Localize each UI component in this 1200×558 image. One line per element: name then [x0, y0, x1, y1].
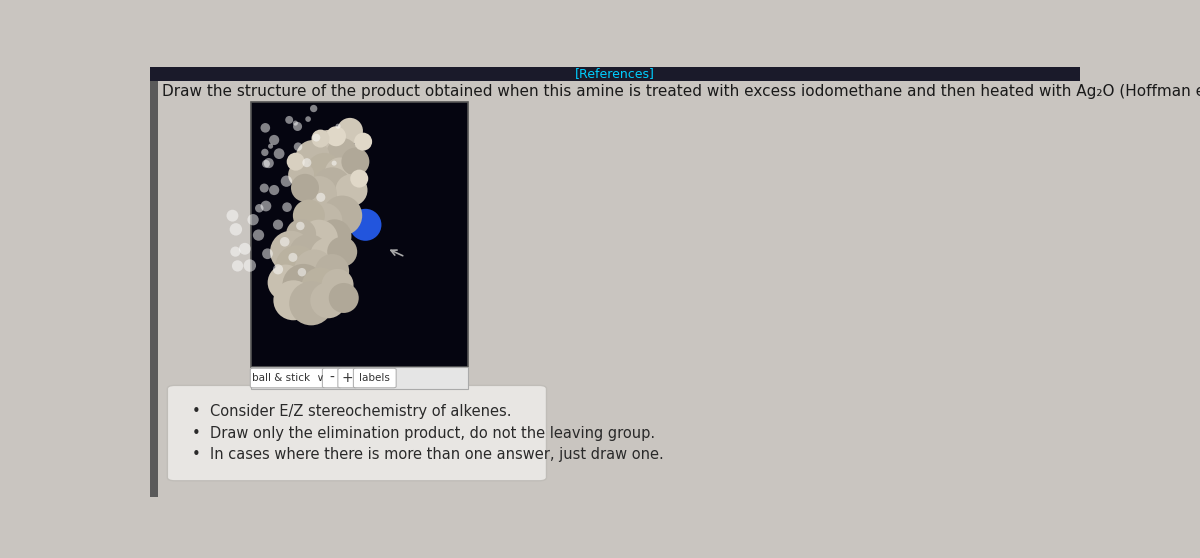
Point — [329, 122, 348, 131]
Text: •  Consider E/Z stereochemistry of alkenes.: • Consider E/Z stereochemistry of alkene… — [192, 404, 511, 419]
Point — [323, 267, 342, 276]
Point — [264, 186, 283, 195]
Point — [326, 132, 346, 141]
Point — [235, 244, 254, 253]
Point — [227, 225, 246, 234]
Point — [295, 184, 314, 193]
Point — [290, 222, 310, 230]
Point — [323, 182, 342, 191]
Point — [269, 220, 288, 229]
Point — [276, 278, 295, 287]
Point — [356, 220, 376, 229]
Text: -: - — [330, 371, 335, 385]
Text: •  Draw only the elimination product, do not the leaving group.: • Draw only the elimination product, do … — [192, 426, 655, 441]
FancyBboxPatch shape — [251, 102, 468, 367]
FancyBboxPatch shape — [353, 368, 396, 388]
Text: +: + — [342, 371, 354, 385]
FancyBboxPatch shape — [323, 368, 342, 388]
Point — [301, 299, 320, 308]
Point — [298, 158, 317, 167]
Point — [334, 294, 353, 302]
Point — [259, 158, 278, 167]
Point — [258, 249, 277, 258]
Point — [310, 190, 329, 199]
Point — [311, 282, 330, 291]
Point — [304, 152, 323, 161]
Point — [346, 157, 365, 166]
Point — [286, 157, 305, 166]
Point — [325, 232, 344, 241]
FancyBboxPatch shape — [251, 368, 325, 388]
Point — [341, 127, 360, 136]
FancyBboxPatch shape — [150, 67, 1080, 81]
Text: labels: labels — [359, 373, 390, 383]
Point — [228, 262, 247, 271]
Point — [292, 229, 311, 238]
Point — [260, 142, 280, 151]
Point — [292, 170, 311, 179]
Point — [314, 217, 334, 225]
FancyBboxPatch shape — [167, 386, 546, 481]
Point — [328, 281, 347, 290]
Point — [264, 136, 283, 145]
Point — [319, 251, 338, 260]
Point — [256, 148, 275, 157]
Point — [307, 133, 326, 142]
Point — [305, 265, 324, 274]
Point — [349, 174, 368, 183]
Point — [244, 215, 263, 224]
Point — [332, 211, 352, 220]
Point — [299, 211, 318, 220]
FancyBboxPatch shape — [338, 368, 358, 388]
Point — [248, 230, 268, 239]
Point — [254, 184, 274, 193]
Point — [269, 265, 288, 274]
Point — [275, 237, 294, 246]
Point — [294, 281, 313, 290]
Text: [References]: [References] — [575, 68, 655, 80]
Point — [283, 296, 302, 305]
Point — [257, 201, 276, 210]
Point — [288, 263, 307, 272]
Point — [332, 247, 352, 256]
Point — [293, 268, 312, 277]
Point — [282, 247, 301, 256]
Text: ball & stick  ∨: ball & stick ∨ — [252, 373, 324, 383]
Point — [256, 123, 275, 132]
Point — [314, 166, 334, 175]
Point — [299, 114, 318, 123]
Point — [288, 122, 307, 131]
Point — [277, 203, 296, 211]
Point — [226, 247, 245, 256]
Point — [310, 234, 329, 243]
Point — [286, 119, 305, 128]
Point — [342, 186, 361, 195]
Text: Draw the structure of the product obtained when this amine is treated with exces: Draw the structure of the product obtain… — [162, 84, 1200, 99]
Point — [304, 104, 323, 113]
Point — [277, 177, 296, 186]
Point — [354, 137, 373, 146]
Point — [319, 140, 338, 148]
FancyBboxPatch shape — [150, 81, 157, 497]
Point — [280, 116, 299, 124]
Point — [311, 193, 330, 202]
Point — [311, 134, 330, 143]
Point — [240, 261, 259, 270]
Point — [299, 249, 318, 258]
Point — [324, 158, 343, 167]
Point — [223, 211, 242, 220]
Point — [288, 142, 307, 151]
FancyBboxPatch shape — [251, 367, 468, 389]
Text: •  In cases where there is more than one answer, just draw one.: • In cases where there is more than one … — [192, 448, 664, 463]
Point — [257, 160, 276, 169]
Point — [332, 150, 352, 158]
Point — [270, 149, 289, 158]
Point — [250, 204, 269, 213]
Point — [319, 296, 338, 305]
Point — [283, 253, 302, 262]
Point — [330, 168, 349, 177]
